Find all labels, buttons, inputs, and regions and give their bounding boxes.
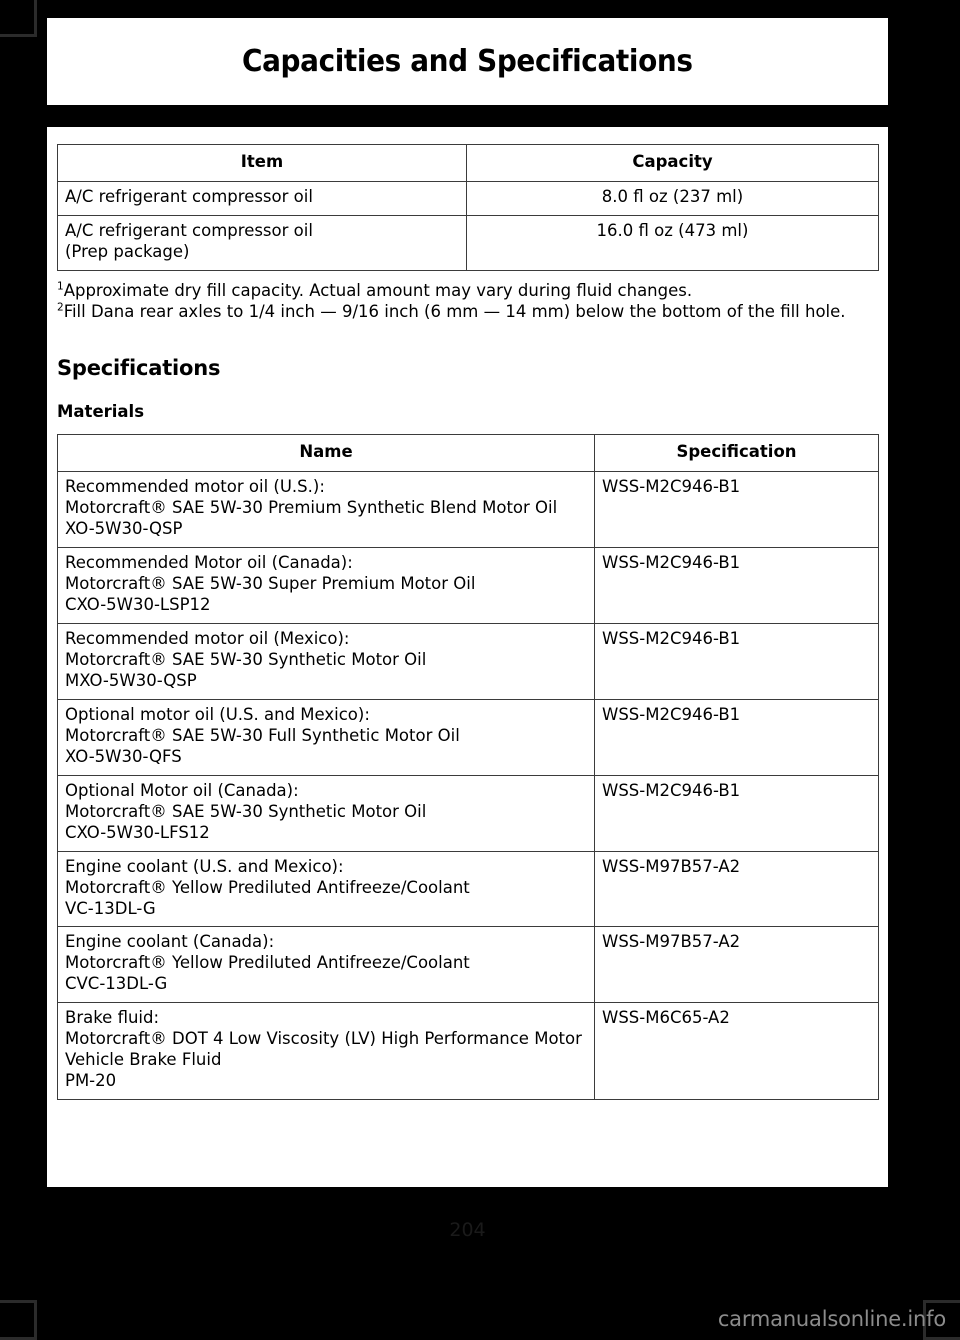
materials-table-header-specification: Specification [594,434,879,473]
specifications-heading: Specifications [57,356,221,381]
table-row: A/C refrigerant compressor oil 8.0 fl oz… [57,180,879,216]
page-number: 204 [449,1219,486,1241]
material-name: Engine coolant (U.S. and Mexico): Motorc… [57,850,595,928]
capacity-item-name: A/C refrigerant compressor oil [57,180,467,216]
materials-subheading: Materials [57,402,145,422]
page-sheet: Item Capacity A/C refrigerant compressor… [47,127,888,1241]
material-specification: WSS-M2C946-B1 [594,471,879,549]
materials-table-header-row: Name Specification [57,434,879,473]
materials-table-header-name: Name [57,434,595,473]
footnote-2-text: Fill Dana rear axles to 1/4 inch — 9/16 … [63,302,846,322]
material-specification: WSS-M2C946-B1 [594,623,879,700]
scan-corner-bottom-left [0,1300,37,1340]
table-row: A/C refrigerant compressor oil (Prep pac… [57,214,879,271]
page-content: Item Capacity A/C refrigerant compressor… [57,144,879,1101]
material-specification: WSS-M97B57-A2 [594,926,879,1004]
page-title: Capacities and Specifications [242,44,693,79]
watermark: carmanualsonline.info [717,1307,946,1331]
material-name: Recommended Motor oil (Canada): Motorcra… [57,547,595,625]
footnote-2-marker: 2 [57,301,64,314]
table-row: Engine coolant (U.S. and Mexico): Motorc… [57,850,879,928]
material-name: Recommended motor oil (U.S.): Motorcraft… [57,471,595,549]
footnotes: 1Approximate dry fill capacity. Actual a… [57,280,878,323]
footnote-1: 1Approximate dry fill capacity. Actual a… [57,280,878,301]
table-row: Recommended motor oil (U.S.): Motorcraft… [57,471,879,549]
page-title-band: Capacities and Specifications [47,18,888,105]
table-row: Optional Motor oil (Canada): Motorcraft®… [57,774,879,852]
material-specification: WSS-M2C946-B1 [594,547,879,625]
footnote-1-text: Approximate dry fill capacity. Actual am… [63,280,693,300]
capacity-item-value: 16.0 fl oz (473 ml) [466,214,879,271]
table-row: Engine coolant (Canada): Motorcraft® Yel… [57,926,879,1004]
capacity-item-value: 8.0 fl oz (237 ml) [466,180,879,216]
capacity-table: Item Capacity A/C refrigerant compressor… [57,144,879,271]
material-name: Brake fluid: Motorcraft® DOT 4 Low Visco… [57,1002,595,1101]
capacity-table-header-row: Item Capacity [57,144,879,182]
material-specification: WSS-M6C65-A2 [594,1002,879,1101]
footnote-2: 2Fill Dana rear axles to 1/4 inch — 9/16… [57,301,878,322]
material-name: Recommended motor oil (Mexico): Motorcra… [57,623,595,700]
material-name: Optional motor oil (U.S. and Mexico): Mo… [57,698,595,776]
capacity-table-header-item: Item [57,144,467,182]
table-row: Brake fluid: Motorcraft® DOT 4 Low Visco… [57,1002,879,1101]
table-row: Optional motor oil (U.S. and Mexico): Mo… [57,698,879,776]
material-name: Engine coolant (Canada): Motorcraft® Yel… [57,926,595,1004]
capacity-item-name: A/C refrigerant compressor oil (Prep pac… [57,214,467,271]
material-specification: WSS-M2C946-B1 [594,774,879,852]
table-row: Recommended Motor oil (Canada): Motorcra… [57,547,879,625]
scan-corner-top-left [0,0,37,37]
material-name: Optional Motor oil (Canada): Motorcraft®… [57,774,595,852]
footnote-1-marker: 1 [57,280,64,293]
materials-table: Name Specification Recommended motor oil… [57,434,879,1101]
material-specification: WSS-M2C946-B1 [594,698,879,776]
capacity-table-header-capacity: Capacity [466,144,879,182]
table-row: Recommended motor oil (Mexico): Motorcra… [57,623,879,700]
material-specification: WSS-M97B57-A2 [594,850,879,928]
